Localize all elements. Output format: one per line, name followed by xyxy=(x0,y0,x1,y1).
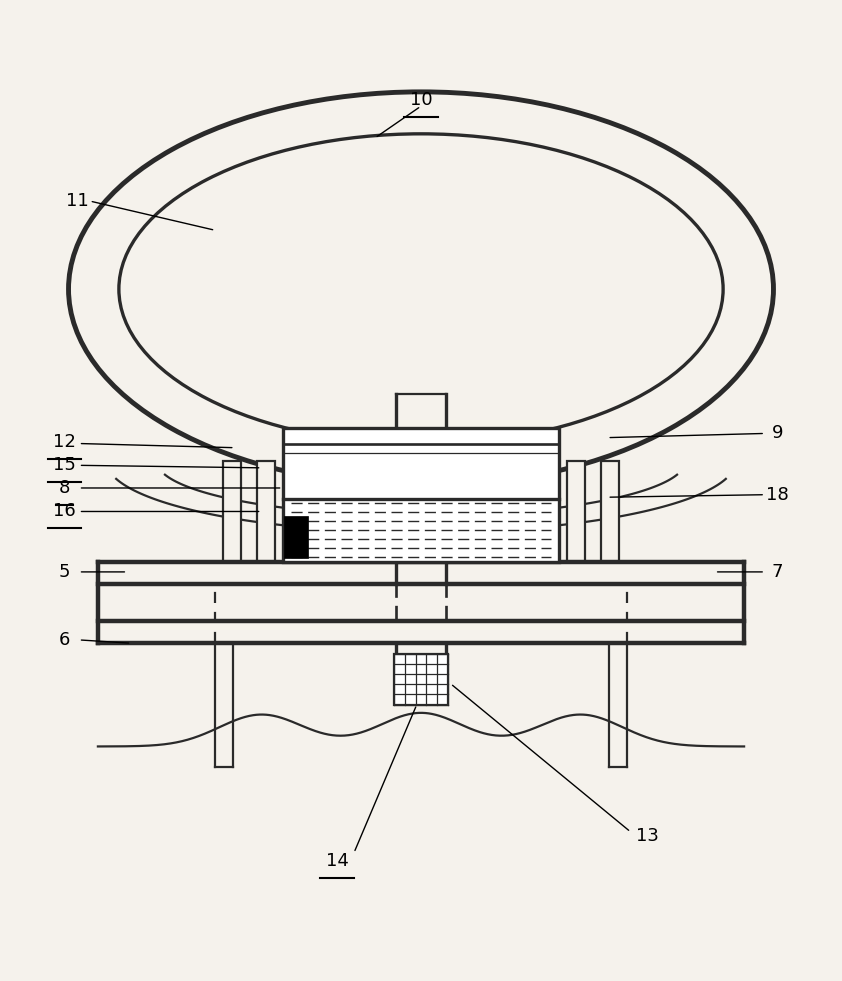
Bar xyxy=(394,654,448,704)
Text: 12: 12 xyxy=(53,433,76,451)
Text: 8: 8 xyxy=(59,479,70,497)
Text: 10: 10 xyxy=(410,91,432,109)
Text: 5: 5 xyxy=(59,563,70,581)
Bar xyxy=(223,461,242,562)
Text: 14: 14 xyxy=(326,852,349,870)
Bar xyxy=(567,461,585,562)
Text: 9: 9 xyxy=(772,425,783,442)
Text: 11: 11 xyxy=(66,192,88,210)
Ellipse shape xyxy=(119,133,723,444)
Text: 16: 16 xyxy=(53,502,76,521)
Text: 7: 7 xyxy=(772,563,783,581)
Bar xyxy=(283,428,559,562)
Text: 15: 15 xyxy=(53,456,76,475)
Text: 13: 13 xyxy=(637,827,659,846)
Bar xyxy=(285,516,307,557)
Bar xyxy=(257,461,275,562)
Text: 6: 6 xyxy=(59,631,70,648)
Text: 18: 18 xyxy=(766,486,789,503)
Bar xyxy=(600,461,619,562)
